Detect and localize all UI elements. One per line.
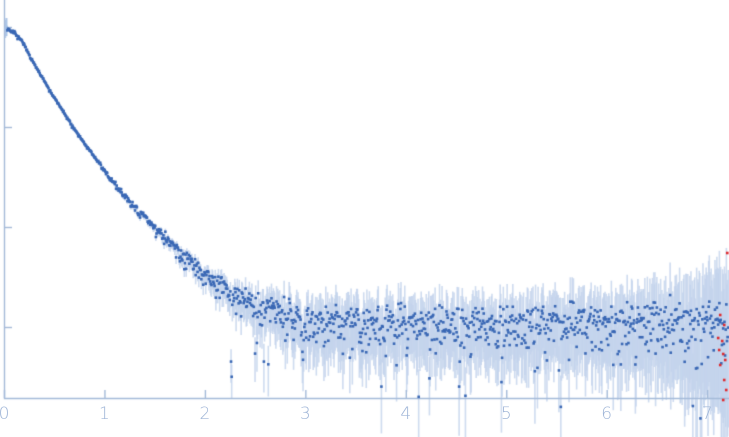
x-tick-label: 2	[199, 404, 211, 424]
x-tick-label: 4	[400, 404, 412, 424]
x-tick-label: 7	[701, 404, 713, 424]
x-tick-label: 0	[0, 404, 10, 424]
x-tick-label: 6	[601, 404, 613, 424]
x-tick-label: 3	[299, 404, 311, 424]
x-tick-label: 1	[99, 404, 110, 424]
x-tick-label: 5	[500, 404, 512, 424]
